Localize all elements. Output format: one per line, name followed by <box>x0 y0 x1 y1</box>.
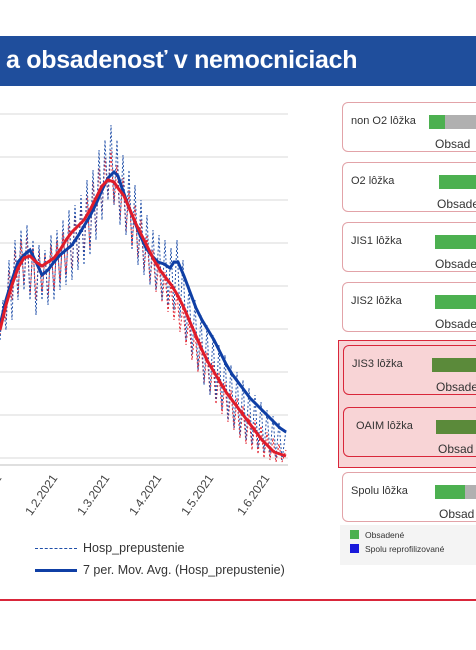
x-tick-label: 1.4.2021 <box>126 471 164 518</box>
card-sub: Obsade <box>435 257 476 271</box>
x-tick-label: 1.6.2021 <box>234 471 272 518</box>
free-bar <box>445 115 476 129</box>
card-spolu: Spolu lôžka Obsad <box>342 472 476 522</box>
free-bar <box>465 485 476 499</box>
card-label: OAIM lôžka <box>356 420 413 432</box>
occupied-bar <box>432 358 476 372</box>
key-obsadene: Obsadené <box>350 530 404 540</box>
key-background <box>340 525 476 565</box>
occupied-bar <box>435 295 476 309</box>
card-sub: Obsad <box>435 137 471 151</box>
card-non-o2: non O2 lôžka Obsad <box>342 102 476 152</box>
x-tick-label: 1.5.2021 <box>178 471 216 518</box>
top-strip <box>0 0 476 36</box>
card-jis1: JIS1 lôžka Obsade <box>342 222 476 272</box>
occupied-bar <box>436 420 476 434</box>
key-label: Spolu reprofilizované <box>365 544 445 554</box>
x-tick-label: 1.2021 <box>0 471 5 509</box>
page-title: a obsadenosť v nemocniciach <box>6 46 358 74</box>
key-label: Obsadené <box>365 530 405 540</box>
red-avg-series <box>0 178 287 458</box>
title-bar: a obsadenosť v nemocniciach <box>0 36 476 86</box>
icu-group: JIS3 lôžka Obsade OAIM lôžka Obsad <box>338 340 476 468</box>
bed-occupancy-panel: non O2 lôžka Obsad O2 lôžka Obsade JIS1 … <box>338 98 476 568</box>
card-label: Spolu lôžka <box>351 485 408 497</box>
blue-avg-series <box>0 169 287 434</box>
legend-label-avg: 7 per. Mov. Avg. (Hosp_prepustenie) <box>83 563 285 577</box>
card-label: non O2 lôžka <box>351 115 416 127</box>
occupied-bar <box>435 485 465 499</box>
card-sub: Obsade <box>436 380 476 394</box>
card-sub: Obsade <box>435 317 476 331</box>
section-divider <box>0 599 476 601</box>
card-sub: Obsad <box>438 442 474 456</box>
card-sub: Obsad <box>439 507 475 521</box>
x-tick-label: 1.2.2021 <box>22 471 60 518</box>
card-o2: O2 lôžka Obsade <box>342 162 476 212</box>
red-raw-series <box>0 149 287 463</box>
legend-swatch-dashed <box>35 548 77 549</box>
card-label: O2 lôžka <box>351 175 395 187</box>
green-square-icon <box>350 530 359 539</box>
legend-swatch-solid <box>35 569 77 572</box>
occupied-bar <box>435 235 476 249</box>
occupied-bar <box>429 115 445 129</box>
card-sub: Obsade <box>437 197 476 211</box>
occupied-bar <box>439 175 476 189</box>
line-chart: 1.2021 1.2.2021 1.3.2021 1.4.2021 1.5.2021 1.… <box>0 113 288 518</box>
chart: 1.2021 1.2.2021 1.3.2021 1.4.2021 1.5.2021 1.… <box>0 86 320 601</box>
blue-square-icon <box>350 544 359 553</box>
card-oaim: OAIM lôžka Obsad <box>343 407 476 457</box>
card-label: JIS1 lôžka <box>351 235 402 247</box>
card-jis3: JIS3 lôžka Obsade <box>343 345 476 395</box>
key-spolu: Spolu reprofilizované <box>350 544 444 554</box>
card-label: JIS2 lôžka <box>351 295 402 307</box>
card-label: JIS3 lôžka <box>352 358 403 370</box>
x-tick-label: 1.3.2021 <box>74 471 112 518</box>
card-jis2: JIS2 lôžka Obsade <box>342 282 476 332</box>
legend-label-raw: Hosp_prepustenie <box>83 541 185 555</box>
